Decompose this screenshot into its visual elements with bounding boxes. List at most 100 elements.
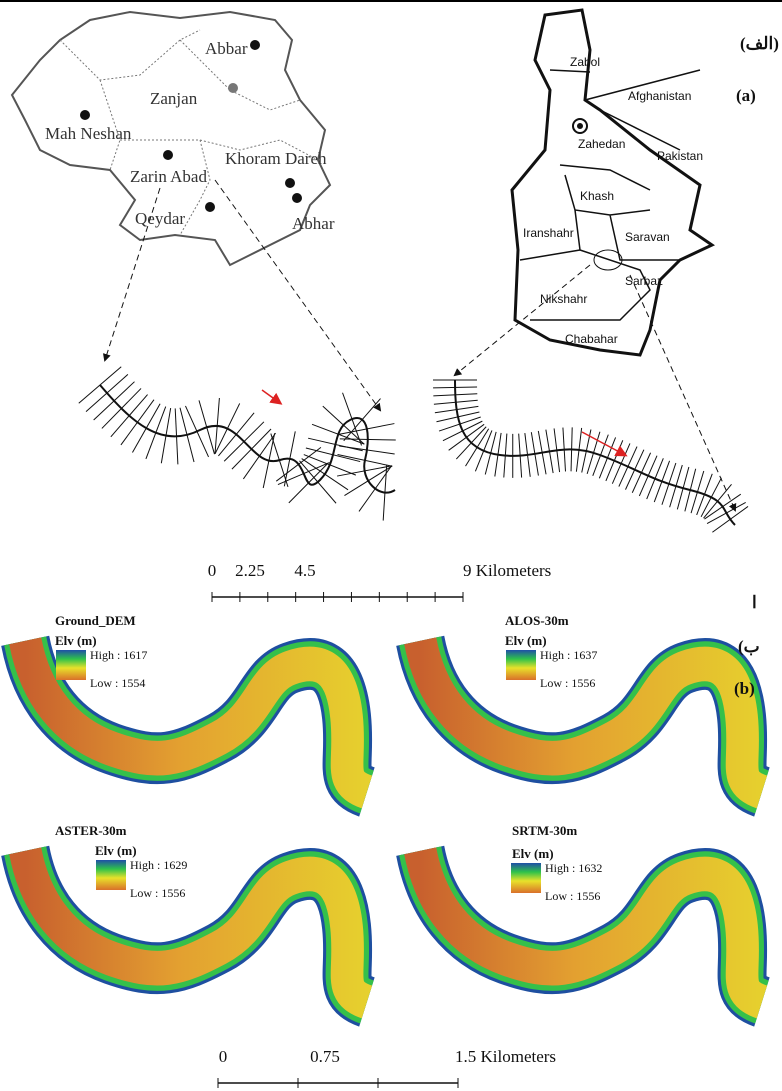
cross-section [214,397,220,454]
legend-high: High : 1617 [90,648,147,662]
place-label: Sarbaz [625,274,663,288]
place-dot [163,150,173,160]
cross-section [299,460,337,504]
place-dot [285,178,295,188]
place-label: Chabahar [565,332,618,346]
place-label: Qeydar [135,209,185,228]
cross-section [78,366,122,404]
cross-section [553,428,561,473]
cross-section [218,412,255,457]
scale-label: 4.5 [294,561,315,580]
place-label: Nikshahr [540,292,587,306]
cross-section [198,400,215,455]
pointer-arrow [214,179,382,412]
legend-ramp [96,860,126,890]
cross-section [712,506,749,533]
zanjan-outline [10,10,332,267]
cross-section [570,427,573,472]
place-label: Abhar [292,214,335,233]
legend-title: Elv (m) [505,633,547,648]
cross-section [690,470,705,514]
cross-section [283,431,296,487]
cross-section [592,434,609,476]
cross-section [311,423,365,445]
cross-section [631,452,652,493]
cross-section [242,432,276,480]
cross-section [676,466,690,510]
cross-section [342,392,363,446]
sistan-borders [519,69,701,321]
place-dot [80,110,90,120]
cross-section [132,403,161,453]
cross-section [524,433,531,477]
river-centerline [99,384,396,494]
flow-arrow [581,431,628,457]
cross-section [337,454,393,467]
cross-section [598,437,617,479]
zanjan-districts [59,29,319,236]
scale-label: 0.75 [310,1047,340,1066]
pointer-arrow [103,187,161,362]
cross-section [120,399,155,446]
cross-section [85,374,129,412]
legend-high: High : 1632 [545,861,602,875]
pointer-arrow [629,274,737,512]
cross-section [586,431,601,475]
cross-section [434,405,479,414]
place-label: Saravan [625,230,670,244]
dem-bed [404,636,768,809]
cross-section [433,393,478,397]
cross-section [433,386,478,389]
dem-raster [1,634,376,817]
place-dot [205,202,215,212]
place-label: Mah Neshan [45,124,132,143]
legend-high: High : 1637 [540,648,597,662]
cross-section [305,447,361,463]
cross-section [696,473,713,516]
cross-section [270,433,289,487]
cross-section [262,433,276,489]
legend-high: High : 1629 [130,858,187,872]
flow-arrow [261,389,283,405]
cross-section [93,381,135,421]
place-label: Zanjan [150,89,198,108]
panel-title: ASTER-30m [55,823,127,838]
place-label: Khash [580,189,614,203]
cross-section [518,433,523,478]
cross-section [438,416,481,432]
place-dot [228,83,238,93]
cross-section [465,428,490,467]
cross-section [474,430,493,472]
scale-label: 0 [208,561,217,580]
legend-low: Low : 1556 [130,886,185,900]
figure-label: (b) [734,679,755,698]
cross-section [322,405,365,445]
legend-ramp [511,863,541,893]
cross-section [101,388,142,429]
scale-label: 9 Kilometers [463,561,551,580]
panel-title: ALOS-30m [505,613,569,628]
cross-section [653,460,671,503]
legend-title: Elv (m) [95,843,137,858]
cross-section [484,431,497,475]
cross-section [669,464,683,508]
cross-section [301,458,349,491]
cross-section [704,493,742,520]
dem-bed [9,636,373,809]
dem-raster [396,634,771,817]
cross-section [503,433,508,478]
place-label: Afghanistan [628,89,691,103]
place-label: Abbar [205,39,248,58]
place-label: Khoram Dareh [225,149,327,168]
cross-section [214,403,241,454]
pointer-arrow [453,264,591,377]
cross-section [684,468,697,512]
dem-raster [396,844,771,1027]
cross-section [174,408,179,465]
legend-ramp [506,650,536,680]
cross-section [436,411,480,423]
dem-raster [1,844,376,1027]
cross-section [494,432,502,477]
legend-low: Low : 1554 [90,676,145,690]
